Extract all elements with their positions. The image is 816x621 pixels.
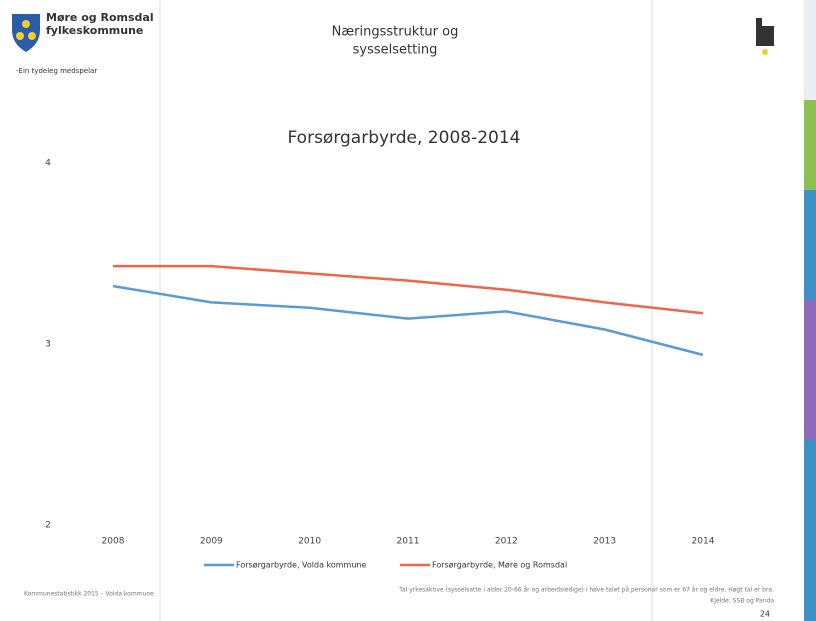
side-bar <box>804 0 816 621</box>
y-tick-label: 3 <box>45 340 51 350</box>
side-bar-part <box>804 300 816 440</box>
logo-detail <box>16 32 24 40</box>
icon-part <box>762 49 768 55</box>
org-name: Møre og Romsdal <box>46 11 154 24</box>
series-line <box>112 284 704 357</box>
side-bar-part <box>804 190 816 300</box>
logo-shield <box>12 14 40 52</box>
chart-title: Forsørgarbyrde, 2008-2014 <box>288 128 521 148</box>
legend-label: Forsørgarbyrde, Volda kommune <box>236 561 366 570</box>
y-tick-label: 2 <box>45 521 51 531</box>
x-tick-label: 2008 <box>102 537 125 547</box>
logo-detail <box>22 20 30 28</box>
side-bar-part <box>804 0 816 100</box>
x-tick-label: 2013 <box>593 537 616 547</box>
x-tick-label: 2010 <box>298 537 321 547</box>
side-bar-part <box>804 100 816 190</box>
page-number: 24 <box>760 610 770 619</box>
footer-left: Kommunestatistikk 2015 – Volda kommune <box>24 591 154 598</box>
slogan: -Ein tydeleg medspelar <box>16 67 97 75</box>
section-title: Næringsstruktur og <box>332 25 459 40</box>
logo <box>12 14 40 52</box>
x-tick-label: 2012 <box>495 537 518 547</box>
icon-part <box>762 26 774 46</box>
series-line <box>113 264 704 315</box>
y-tick-label: 4 <box>45 159 51 169</box>
icon-part <box>756 18 762 46</box>
x-tick-label: 2014 <box>692 537 715 547</box>
org-name: fylkeskommune <box>46 24 143 37</box>
footer-source: Kjelde: SSB og Panda <box>710 598 774 605</box>
legend-label: Forsørgarbyrde, Møre og Romsdal <box>432 561 567 570</box>
footer-note: Tal yrkesaktive (sysselsatte i alder 20-… <box>398 587 774 594</box>
section-title: sysselsetting <box>353 43 438 58</box>
logo-detail <box>28 32 36 40</box>
x-tick-label: 2009 <box>200 537 223 547</box>
x-tick-label: 2011 <box>397 537 420 547</box>
side-bar-part <box>804 440 816 621</box>
corner-icon <box>756 18 774 55</box>
